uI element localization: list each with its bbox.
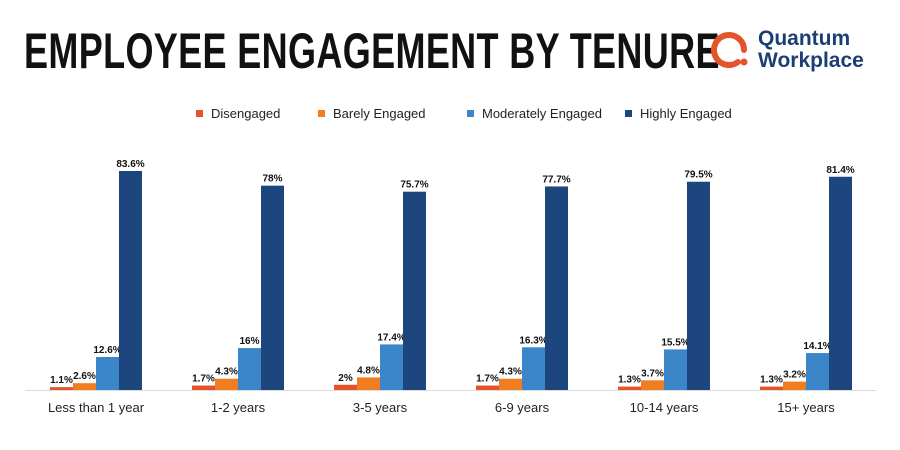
- bar: [215, 378, 238, 390]
- bar: [760, 386, 783, 390]
- data-label: 15.5%: [661, 337, 689, 348]
- data-label: 1.1%: [50, 375, 73, 386]
- legend-label: Disengaged: [211, 106, 281, 121]
- data-label: 1.7%: [192, 374, 215, 385]
- bar: [522, 347, 545, 390]
- quantum-workplace-logo: Quantum Workplace: [708, 26, 878, 76]
- legend-label: Moderately Engaged: [482, 106, 602, 121]
- legend-item: Moderately Engaged: [467, 106, 602, 121]
- legend-item: Barely Engaged: [318, 106, 426, 121]
- logo-text-line2: Workplace: [758, 49, 864, 72]
- data-label: 77.7%: [542, 174, 570, 185]
- legend-swatch: [196, 110, 203, 117]
- category-label: 6-9 years: [495, 400, 550, 415]
- logo-ring-icon: [711, 32, 748, 68]
- data-label: 12.6%: [93, 345, 121, 356]
- legend-label: Highly Engaged: [640, 106, 732, 121]
- category-label: 15+ years: [777, 400, 835, 415]
- bar: [783, 381, 806, 390]
- data-label: 1.3%: [618, 375, 641, 386]
- legend-swatch: [625, 110, 632, 117]
- bar: [192, 385, 215, 390]
- data-label: 16%: [239, 336, 259, 347]
- bar: [641, 380, 664, 390]
- data-label: 3.2%: [783, 370, 806, 381]
- data-label: 16.3%: [519, 335, 547, 346]
- legend: Disengaged Barely Engaged Moderately Engag…: [0, 106, 900, 126]
- bar: [238, 348, 261, 390]
- bar: [545, 186, 568, 390]
- legend-swatch: [467, 110, 474, 117]
- category-label: 10-14 years: [630, 400, 699, 415]
- data-label: 3.7%: [641, 368, 664, 379]
- bar: [687, 181, 710, 390]
- legend-swatch: [318, 110, 325, 117]
- data-label: 4.3%: [499, 367, 522, 378]
- data-label: 4.3%: [215, 367, 238, 378]
- bar: [403, 191, 426, 390]
- bar: [50, 387, 73, 390]
- data-label: 1.7%: [476, 374, 499, 385]
- bar: [334, 384, 357, 390]
- legend-item: Disengaged: [196, 106, 280, 121]
- data-label: 79.5%: [684, 170, 712, 181]
- bar: [73, 383, 96, 390]
- data-label: 81.4%: [826, 165, 854, 176]
- bar: [380, 344, 403, 390]
- category-label: 1-2 years: [211, 400, 266, 415]
- bar: [476, 385, 499, 390]
- legend-label: Barely Engaged: [333, 106, 426, 121]
- data-label: 2%: [338, 373, 353, 384]
- category-label: Less than 1 year: [48, 400, 145, 415]
- bar: [261, 185, 284, 390]
- category-label: 3-5 years: [353, 400, 408, 415]
- data-label: 78%: [262, 174, 282, 185]
- bar: [357, 377, 380, 390]
- data-label: 17.4%: [377, 332, 405, 343]
- bar: [664, 349, 687, 390]
- bar: [618, 386, 641, 390]
- legend-item: Highly Engaged: [625, 106, 732, 121]
- data-label: 2.6%: [73, 371, 96, 382]
- bar: [96, 356, 119, 390]
- bar: [806, 353, 829, 390]
- bar: [499, 378, 522, 390]
- chart-title: EMPLOYEE ENGAGEMENT BY TENURE: [24, 23, 720, 79]
- data-label: 1.3%: [760, 375, 783, 386]
- bar: [119, 171, 142, 390]
- data-label: 83.6%: [116, 159, 144, 170]
- data-label: 14.1%: [803, 341, 831, 352]
- data-label: 4.8%: [357, 365, 380, 376]
- bar: [829, 176, 852, 390]
- logo-text-line1: Quantum: [758, 27, 851, 50]
- data-label: 75.7%: [400, 180, 428, 191]
